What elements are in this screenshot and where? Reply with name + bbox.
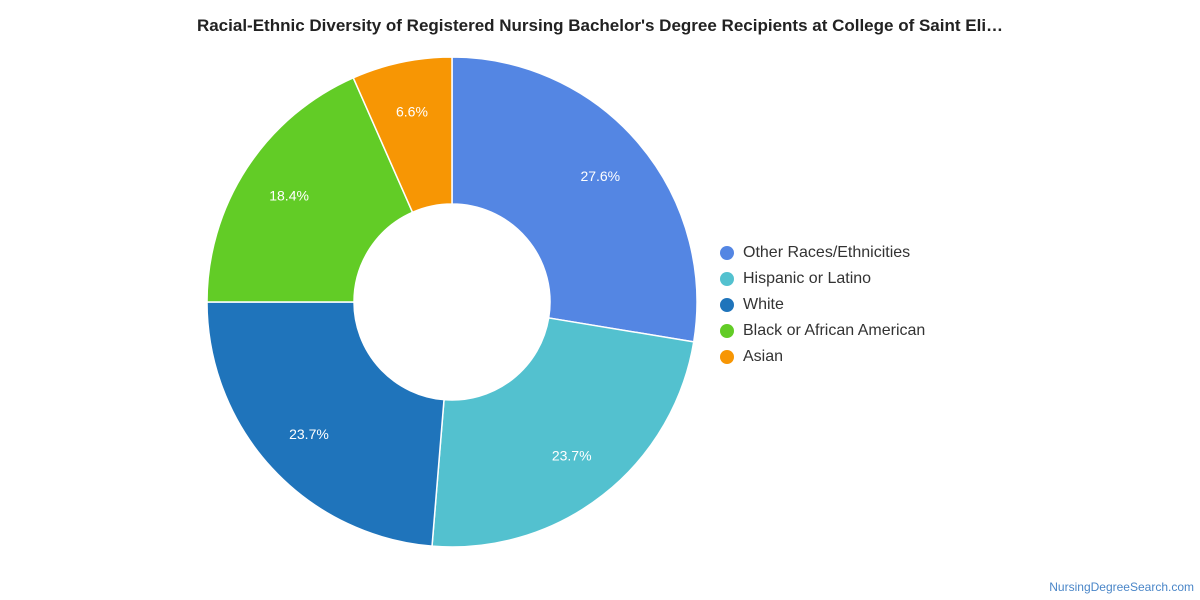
donut-slices [206,56,698,548]
legend-swatch [720,246,734,260]
legend-item-white[interactable]: White [720,292,925,318]
legend-label: White [743,296,784,313]
slice-label-hispanic-or-latino: 23.7% [552,447,592,463]
slice-label-asian: 6.6% [396,104,428,120]
legend-swatch [720,324,734,338]
slice-label-white: 23.7% [289,426,329,442]
chart-legend: Other Races/Ethnicities Hispanic or Latin… [720,240,925,370]
legend-item-other-races-ethnicities[interactable]: Other Races/Ethnicities [720,240,925,266]
legend-swatch [720,350,734,364]
legend-label: Other Races/Ethnicities [743,244,911,261]
legend-item-hispanic-or-latino[interactable]: Hispanic or Latino [720,266,925,292]
slice-label-other-races-ethnicities: 27.6% [580,168,620,184]
slice-asian[interactable] [352,56,453,214]
slice-label-black-or-african-american: 18.4% [269,188,309,204]
slice-black-or-african-american[interactable] [206,76,414,303]
slice-white[interactable] [206,301,445,547]
legend-swatch [720,298,734,312]
legend-label: Asian [743,348,784,365]
chart-title: Racial-Ethnic Diversity of Registered Nu… [196,16,1004,35]
site-watermark[interactable]: NursingDegreeSearch.com [1049,580,1194,594]
legend-label: Black or African American [743,322,926,339]
legend-swatch [720,272,734,286]
slice-other-races-ethnicities[interactable] [451,56,698,343]
legend-label: Hispanic or Latino [743,270,872,287]
slice-hispanic-or-latino[interactable] [431,317,695,548]
legend-item-black-or-african-american[interactable]: Black or African American [720,318,925,344]
slice-labels: 27.6% 23.7% 23.7% 18.4% 6.6% [269,104,620,464]
legend-item-asian[interactable]: Asian [720,344,925,370]
